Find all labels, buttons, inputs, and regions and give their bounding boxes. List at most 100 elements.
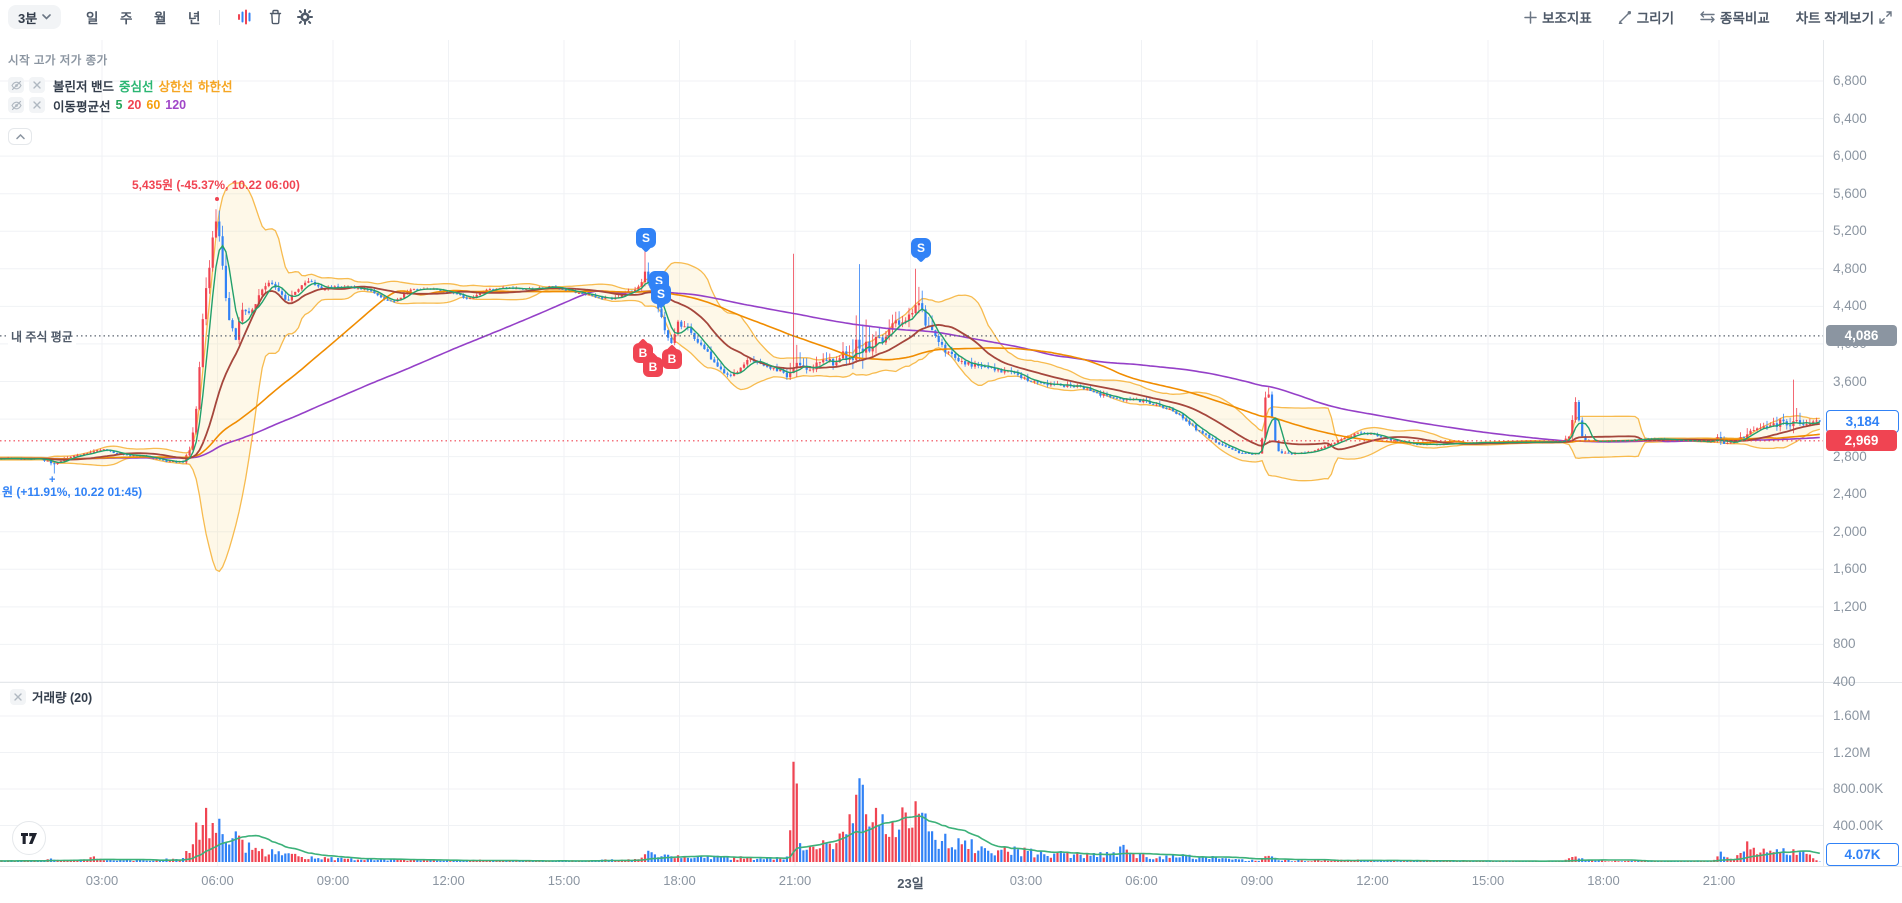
legend-remove-button[interactable] bbox=[29, 97, 45, 113]
ohlc-header: 시작 고가 저가 종가 bbox=[8, 55, 108, 67]
indicator-legend: 시작 고가 저가 종가 볼린저 밴드 중심선 상한선 하한선 이동평균선 5 20 60 120 bbox=[8, 52, 233, 145]
interval-label: 3분 bbox=[18, 10, 38, 26]
volume-axis-tick: 800.00K bbox=[1833, 781, 1884, 796]
legend-label: 볼린저 밴드 bbox=[53, 79, 114, 94]
grid-lines bbox=[0, 40, 1823, 867]
plus-icon bbox=[1524, 10, 1537, 24]
legend-hide-button[interactable] bbox=[8, 77, 24, 93]
chart-settings-button[interactable] bbox=[290, 4, 320, 30]
collapse-chart-icon bbox=[1879, 10, 1892, 24]
legend-series-item: 20 bbox=[127, 98, 142, 112]
toolbar-item-label: 차트 작게보기 bbox=[1795, 11, 1874, 26]
buy-marker[interactable]: B bbox=[643, 357, 663, 377]
price-axis-tick: 1,200 bbox=[1833, 598, 1867, 614]
time-axis-tick: 03:00 bbox=[85, 873, 119, 888]
sell-marker[interactable]: S bbox=[911, 238, 931, 258]
bollinger-fill bbox=[0, 182, 1820, 572]
tradingview-logo[interactable] bbox=[12, 821, 46, 855]
time-axis-tick: 09:00 bbox=[1240, 873, 1274, 888]
compare-arrows-icon bbox=[1700, 11, 1715, 23]
price-axis-tick: 4,400 bbox=[1833, 298, 1867, 314]
chevron-down-icon bbox=[42, 14, 52, 20]
time-axis-tick: 03:00 bbox=[1009, 873, 1043, 888]
legend-series-item: 60 bbox=[146, 98, 161, 112]
period-tab-3[interactable]: 년 bbox=[177, 1, 211, 33]
price-axis-tick: 400 bbox=[1833, 674, 1856, 689]
compare-symbol-button[interactable]: 종목비교 bbox=[1700, 7, 1770, 27]
chart-style-button[interactable] bbox=[230, 4, 260, 30]
shrink-chart-button[interactable]: 차트 작게보기 bbox=[1796, 7, 1892, 27]
ma60-line bbox=[0, 289, 1820, 460]
price-axis-tick: 5,200 bbox=[1833, 223, 1867, 239]
legend-series-item: 상한선 bbox=[158, 79, 194, 94]
period-tab-2[interactable]: 월 bbox=[143, 1, 177, 33]
draw-button[interactable]: 그리기 bbox=[1618, 7, 1674, 27]
price-axis-tick: 2,800 bbox=[1833, 448, 1867, 464]
volume-bars-up bbox=[0, 761, 1818, 862]
legend-collapse-button[interactable] bbox=[8, 128, 32, 145]
base-price-badge: 2,969 bbox=[1826, 430, 1897, 452]
volume-legend: 거래량 (20) bbox=[10, 687, 92, 706]
buy-marker[interactable]: B bbox=[662, 349, 682, 369]
session-low-marker: + bbox=[49, 474, 56, 486]
my-average-label: 내 주식 평균 bbox=[8, 328, 76, 345]
price-axis-tick: 6,000 bbox=[1833, 148, 1867, 164]
close-icon bbox=[33, 81, 41, 89]
time-axis-tick: 18:00 bbox=[663, 873, 696, 888]
time-axis-tick: 12:00 bbox=[1356, 873, 1389, 888]
time-axis-tick: 18:00 bbox=[1587, 873, 1620, 888]
legend-series-item: 하한선 bbox=[198, 79, 233, 94]
chart-style-icon bbox=[238, 9, 251, 25]
toolbar-divider bbox=[219, 9, 221, 25]
add-indicator-button[interactable]: 보조지표 bbox=[1524, 7, 1592, 27]
toolbar-item-label: 그리기 bbox=[1636, 11, 1675, 26]
price-axis-tick: 5,600 bbox=[1833, 185, 1867, 201]
price-axis-tick: 800 bbox=[1833, 636, 1856, 652]
time-axis-tick: 09:00 bbox=[316, 873, 350, 888]
volume-axis-tick: 1.20M bbox=[1833, 744, 1871, 760]
volume-ma-line bbox=[0, 815, 1820, 862]
ma5-line bbox=[0, 244, 1820, 464]
time-axis-tick: 21:00 bbox=[778, 873, 812, 888]
time-axis-tick: 06:00 bbox=[201, 873, 234, 888]
session-high-marker bbox=[215, 197, 219, 201]
toolbar-right: 보조지표 그리기 종목비교 차트 작게보기 bbox=[1524, 7, 1892, 27]
legend-series-item: 120 bbox=[165, 98, 187, 112]
sell-marker[interactable]: S bbox=[651, 284, 671, 304]
close-icon bbox=[33, 101, 41, 109]
legend-series-item: 중심선 bbox=[118, 79, 154, 94]
legend-remove-button[interactable] bbox=[29, 77, 45, 93]
time-axis-tick: 15:00 bbox=[1471, 873, 1505, 888]
interval-dropdown[interactable]: 3분 bbox=[8, 5, 62, 29]
price-axis-tick: 6,400 bbox=[1833, 110, 1867, 126]
session-high-annotation: 5,435원 (-45.37%, 10.22 06:00) bbox=[132, 178, 300, 192]
legend-row-moving-average: 이동평균선 5 20 60 120 bbox=[8, 97, 233, 114]
price-axis-tick: 4,800 bbox=[1833, 260, 1867, 276]
legend-hide-button[interactable] bbox=[8, 97, 24, 113]
delete-drawings-button[interactable] bbox=[260, 4, 290, 30]
avg-price-badge: 4,086 bbox=[1826, 325, 1897, 347]
close-icon bbox=[14, 692, 22, 701]
price-axis-tick: 6,800 bbox=[1833, 73, 1867, 88]
tradingview-logo-icon bbox=[21, 832, 37, 844]
period-tab-1[interactable]: 주 bbox=[109, 1, 143, 33]
price-axis-tick: 3,600 bbox=[1833, 373, 1867, 389]
volume-remove-button[interactable] bbox=[10, 688, 26, 705]
period-tab-0[interactable]: 일 bbox=[75, 1, 109, 33]
ma120-line bbox=[0, 290, 1820, 460]
legend-row-bollinger: 볼린저 밴드 중심선 상한선 하한선 bbox=[8, 77, 233, 94]
eye-off-icon bbox=[10, 80, 22, 90]
time-axis-tick: 06:00 bbox=[1125, 873, 1158, 888]
time-axis-tick: 23일 bbox=[897, 876, 924, 891]
legend-rows: 볼린저 밴드 중심선 상한선 하한선 이동평균선 5 20 60 120 bbox=[8, 77, 233, 114]
pen-icon bbox=[1618, 11, 1631, 24]
session-low-annotation: 원 (+11.91%, 10.22 01:45) bbox=[2, 485, 143, 499]
volume-axis-tick: 1.60M bbox=[1833, 708, 1871, 723]
volume-legend-label: 거래량 (20) bbox=[32, 691, 93, 705]
sell-marker[interactable]: S bbox=[636, 228, 656, 248]
